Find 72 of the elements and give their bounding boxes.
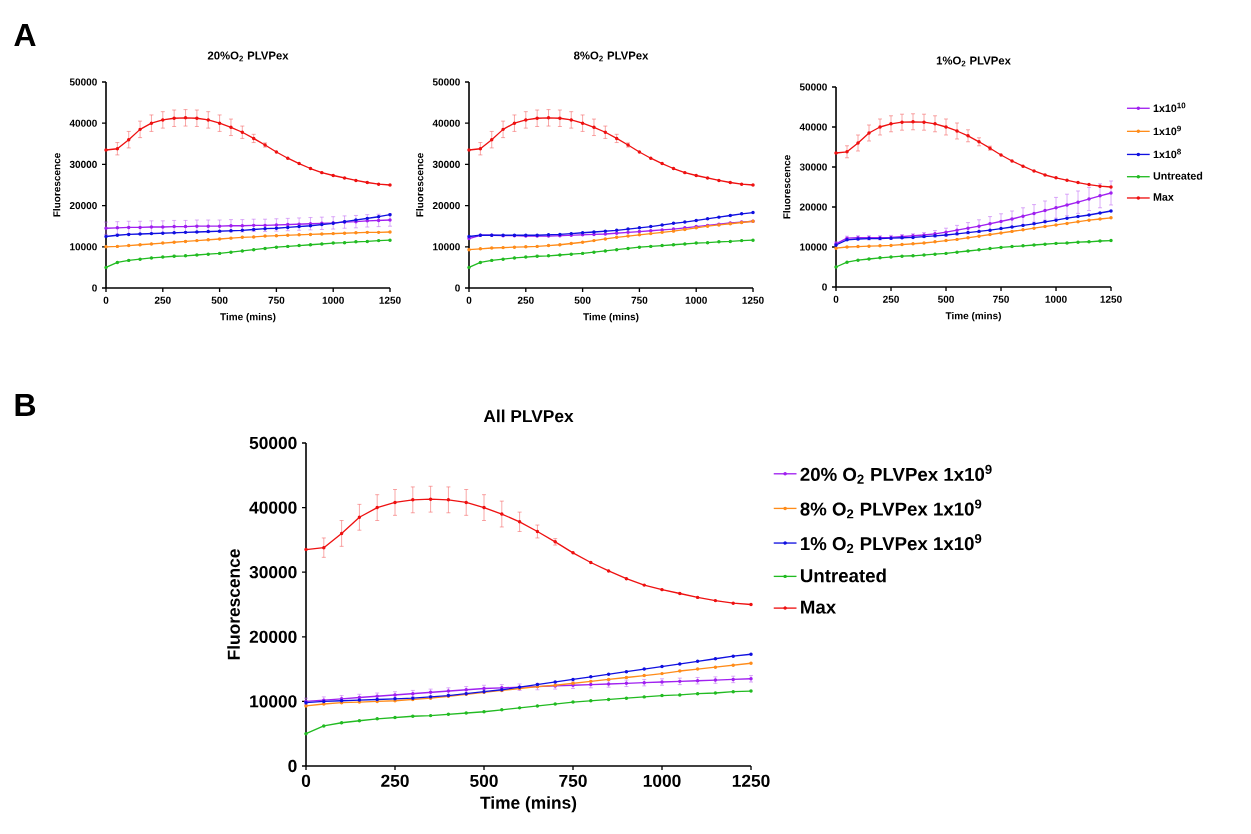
x-tick-label: 250 (883, 295, 899, 303)
x-tick-label: 1250 (732, 774, 770, 787)
y-tick-label: 50000 (799, 83, 827, 91)
y-tick-label: 20000 (249, 630, 297, 643)
chart-title: All PLVPex (483, 409, 574, 423)
y-tick-label: 20000 (799, 203, 827, 211)
x-tick-label: 500 (574, 296, 591, 304)
legend-label: Untreated (800, 568, 886, 583)
y-tick-label: 20000 (432, 202, 460, 210)
y-tick-label: 30000 (432, 160, 460, 168)
y-axis-title: Fluorescence (783, 155, 791, 219)
legend-label: Untreated (1153, 171, 1203, 180)
legend-label: 8% O$_{2}$ PLVPex 1x10$^{9}$ (800, 499, 982, 519)
x-tick-label: 750 (631, 296, 648, 304)
chart-title: 8%O$_{2}$ PLVPex (573, 51, 649, 62)
x-tick-label: 750 (559, 774, 587, 787)
x-tick-label: 0 (301, 774, 311, 787)
x-axis-title: Time (mins) (220, 312, 276, 323)
x-tick-label: 0 (103, 296, 109, 304)
y-tick-label: 50000 (249, 436, 297, 450)
y-tick-label: 0 (288, 759, 297, 773)
y-tick-label: 40000 (249, 501, 297, 514)
y-tick-label: 0 (455, 284, 460, 292)
x-tick-label: 250 (154, 296, 171, 304)
x-tick-label: 750 (268, 296, 285, 304)
legend-label: 1x10$^{10}$ (1153, 102, 1186, 113)
x-tick-label: 1000 (643, 774, 681, 787)
y-tick-label: 30000 (799, 163, 827, 171)
legend-label: 1x10$^{8}$ (1153, 148, 1181, 159)
y-tick-label: 0 (92, 284, 97, 292)
x-tick-label: 0 (466, 296, 472, 304)
y-tick-label: 40000 (69, 119, 97, 127)
y-axis-title: Fluorescence (416, 153, 424, 217)
y-axis-title: Fluorescence (53, 153, 61, 217)
x-axis-title: Time (mins) (480, 796, 577, 813)
legend-label: 20% O$_{2}$ PLVPex 1x10$^{9}$ (800, 464, 992, 484)
x-tick-label: 1000 (322, 296, 344, 304)
chart-title: 20%O$_{2}$ PLVPex (207, 51, 289, 62)
y-tick-label: 10000 (250, 695, 297, 708)
x-tick-label: 1250 (742, 296, 764, 304)
x-tick-label: 500 (211, 296, 228, 304)
x-tick-label: 1250 (379, 296, 401, 304)
y-tick-label: 30000 (249, 566, 297, 579)
x-tick-label: 1000 (685, 296, 707, 304)
legend-label: Max (801, 600, 837, 614)
y-axis-title: Fluorescence (227, 549, 240, 660)
x-tick-label: 500 (937, 295, 954, 303)
y-tick-label: 10000 (70, 243, 97, 251)
x-axis-title: Time (mins) (945, 311, 1001, 322)
x-tick-label: 1000 (1045, 295, 1067, 303)
legend-label: Max (1153, 193, 1174, 201)
y-tick-label: 10000 (433, 243, 460, 251)
x-tick-label: 0 (833, 295, 839, 303)
text: B (15, 393, 36, 416)
x-tick-label: 1250 (1100, 295, 1122, 303)
legend-label: 1% O$_{2}$ PLVPex 1x10$^{9}$ (801, 534, 982, 553)
chart-title: 1%O$_{2}$ PLVPex (936, 56, 1011, 67)
y-tick-label: 20000 (69, 202, 97, 210)
x-tick-label: 250 (381, 774, 409, 787)
y-tick-label: 30000 (69, 160, 97, 168)
text: A (14, 23, 36, 46)
x-tick-label: 750 (993, 295, 1009, 303)
x-tick-label: 250 (517, 296, 534, 304)
y-tick-label: 50000 (69, 78, 97, 86)
y-tick-label: 0 (822, 283, 827, 291)
y-tick-label: 50000 (432, 78, 460, 86)
x-tick-label: 500 (470, 774, 498, 787)
y-tick-label: 40000 (432, 119, 460, 127)
legend-label: 1x10$^{9}$ (1153, 125, 1181, 136)
x-axis-title: Time (mins) (583, 312, 639, 323)
y-tick-label: 40000 (799, 123, 827, 131)
y-tick-label: 10000 (800, 243, 827, 251)
